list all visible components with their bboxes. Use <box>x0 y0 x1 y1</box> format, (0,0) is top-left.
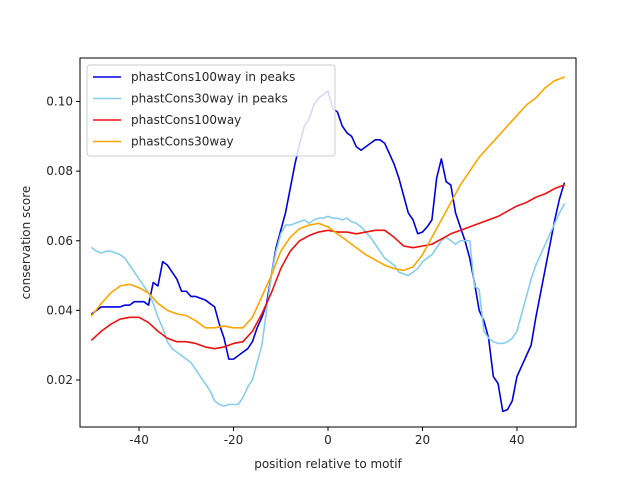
y-tick-label: 0.08 <box>46 164 73 178</box>
series-line-1 <box>91 203 565 407</box>
legend-box <box>86 64 336 157</box>
y-tick-label: 0.02 <box>46 373 73 387</box>
y-tick-label: 0.06 <box>46 234 73 248</box>
legend-entry-label: phastCons30way <box>131 135 234 149</box>
x-tick-label: -40 <box>129 433 149 447</box>
x-tick-label: 40 <box>509 433 524 447</box>
x-tick-label: 20 <box>415 433 430 447</box>
y-tick-label: 0.10 <box>46 95 73 109</box>
x-axis: -40 -20 0 20 40 <box>129 427 525 447</box>
y-axis-label: conservation score <box>19 186 33 300</box>
legend: phastCons100way in peaks phastCons30way i… <box>86 64 336 157</box>
series-line-2 <box>91 184 565 350</box>
legend-entry-label: phastCons30way in peaks <box>131 92 288 106</box>
legend-entry-label: phastCons100way in peaks <box>131 70 295 84</box>
x-tick-label: 0 <box>324 433 332 447</box>
x-axis-label: position relative to motif <box>254 457 402 471</box>
x-tick-label: -20 <box>224 433 244 447</box>
legend-entry-label: phastCons100way <box>131 113 241 127</box>
y-axis: 0.02 0.04 0.06 0.08 0.10 <box>46 95 80 387</box>
y-tick-label: 0.04 <box>46 303 73 317</box>
series-line-3 <box>91 76 565 329</box>
